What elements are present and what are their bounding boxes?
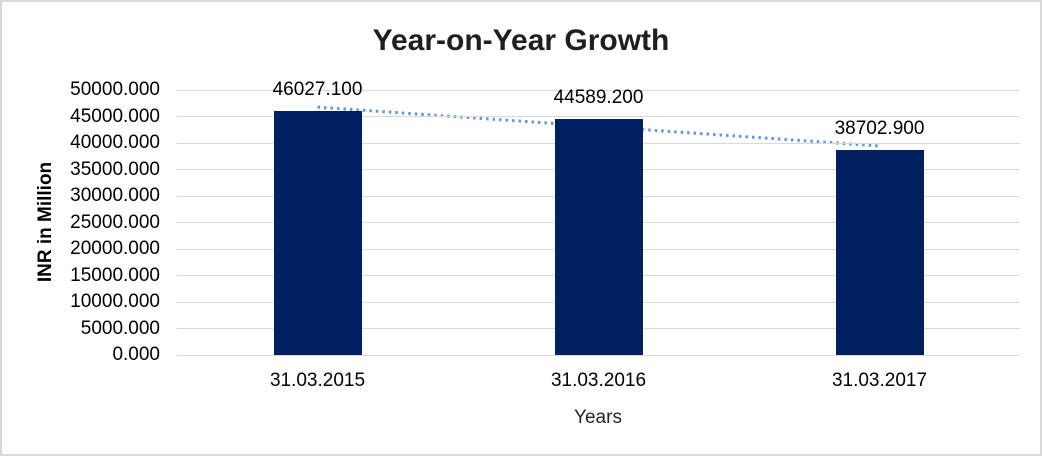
gridline: [177, 116, 1020, 117]
y-axis-tick-labels: 0.000 5000.000 10000.000 15000.000 20000.000…: [2, 2, 160, 456]
y-tick-label: 30000.000: [70, 185, 160, 206]
x-tick-label: 31.03.2015: [269, 370, 366, 391]
y-tick-label: 10000.000: [70, 291, 160, 312]
y-tick-label: 35000.000: [70, 158, 160, 180]
bar: [554, 118, 643, 355]
y-tick-label: 50000.000: [70, 79, 160, 100]
bar: [273, 111, 362, 355]
y-tick-label: 40000.000: [70, 132, 160, 153]
y-tick-label: 20000.000: [70, 238, 160, 259]
chart-title: Year-on-Year Growth: [372, 24, 670, 57]
y-tick-label: 25000.000: [70, 211, 160, 233]
x-tick-label: 31.03.2017: [831, 370, 928, 391]
gridline: [177, 89, 1020, 91]
x-tick-label: 31.03.2016: [550, 370, 647, 391]
plot-area: 46027.100 44589.200 38702.900: [177, 79, 1020, 356]
y-tick-label: 15000.000: [70, 264, 160, 286]
gridline: [177, 354, 1020, 356]
y-tick-label: 0.000: [112, 344, 160, 365]
bar-value-label: 38702.900: [834, 117, 925, 139]
y-tick-label: 45000.000: [70, 105, 160, 127]
bar: [835, 149, 924, 355]
y-tick-label: 5000.000: [80, 317, 160, 339]
bar-value-label: 44589.200: [553, 86, 644, 108]
x-axis-title: Years: [574, 407, 622, 428]
bar-value-label: 46027.100: [272, 79, 363, 101]
